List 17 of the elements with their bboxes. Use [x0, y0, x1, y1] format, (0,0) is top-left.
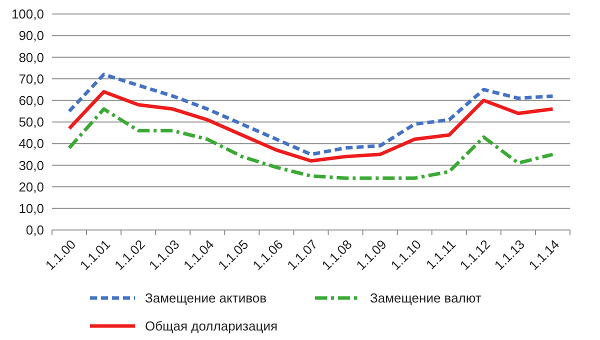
y-tick-label: 30,0	[18, 158, 44, 173]
y-tick-label: 0,0	[26, 222, 44, 238]
y-tick-label: 10,0	[18, 200, 44, 216]
legend-label: Замещение валют	[370, 290, 482, 306]
y-tick-label: 40,0	[18, 136, 44, 152]
line-series	[68, 90, 554, 163]
legend-label: Общая долларизация	[145, 318, 278, 334]
y-tick-label: 60,0	[18, 92, 44, 108]
y-tick-label: 100,0	[11, 6, 44, 22]
line-series	[68, 107, 554, 180]
y-tick-label: 70,0	[18, 71, 44, 86]
legend-label: Замещение активов	[145, 290, 267, 306]
y-tick-label: 90,0	[18, 28, 44, 44]
y-tick-label: 80,0	[18, 50, 44, 65]
y-tick-label: 20,0	[18, 179, 44, 194]
y-tick-label: 50,0	[18, 114, 44, 130]
line-series	[68, 72, 554, 156]
